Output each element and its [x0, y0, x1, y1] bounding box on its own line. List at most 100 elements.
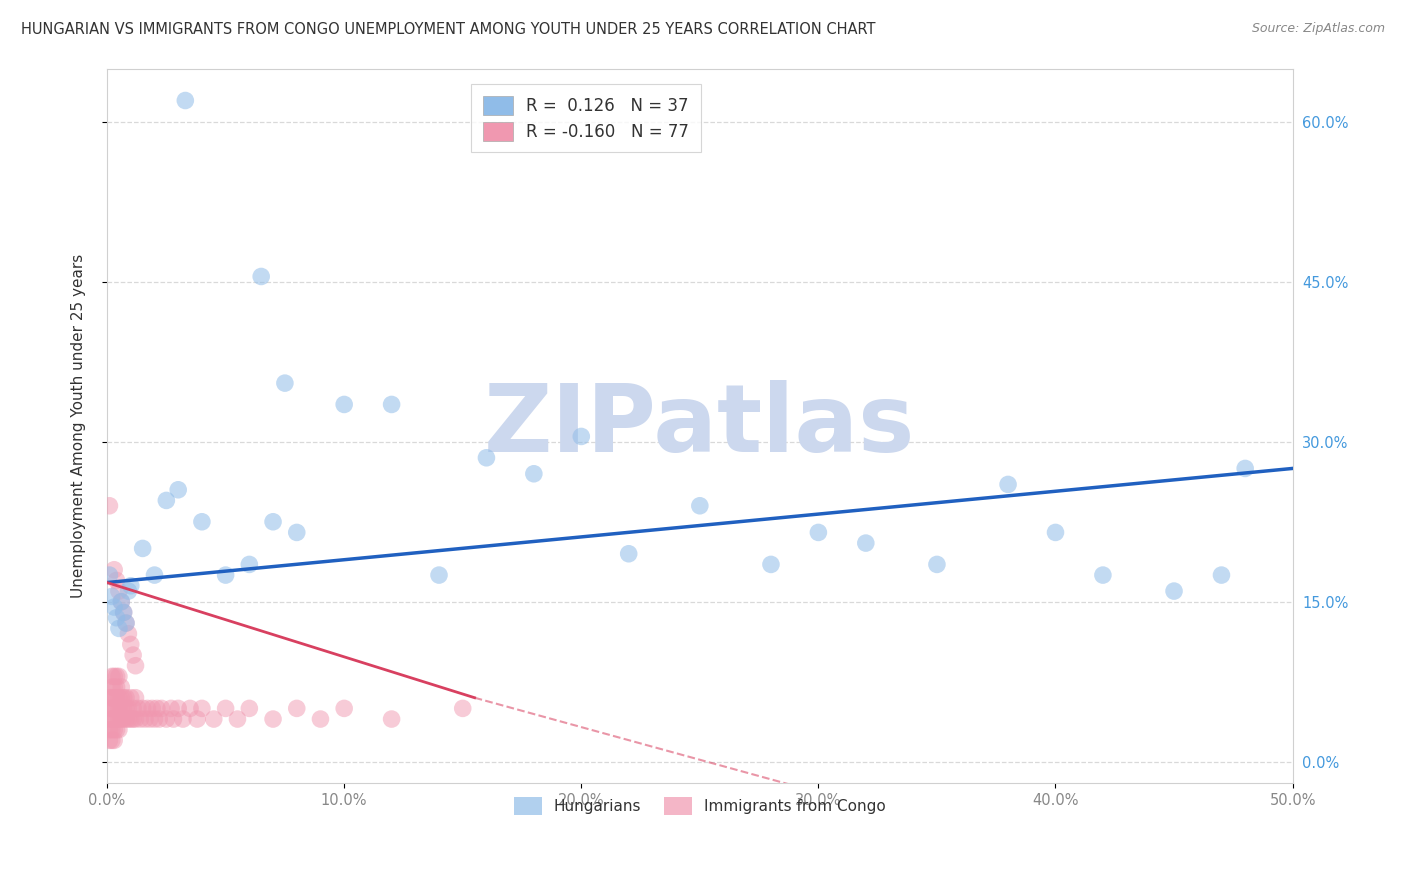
Point — [925, 558, 948, 572]
Point — [569, 429, 592, 443]
Point — [124, 658, 146, 673]
Point — [127, 701, 149, 715]
Point — [101, 723, 124, 737]
Point — [129, 712, 152, 726]
Point — [139, 712, 162, 726]
Point — [101, 701, 124, 715]
Point — [162, 712, 184, 726]
Point — [108, 690, 131, 705]
Point — [105, 701, 128, 715]
Point — [98, 690, 121, 705]
Point — [148, 712, 170, 726]
Point — [110, 595, 132, 609]
Point — [124, 690, 146, 705]
Point — [1211, 568, 1233, 582]
Point — [214, 701, 236, 715]
Point — [141, 701, 163, 715]
Point — [451, 701, 474, 715]
Point — [112, 690, 135, 705]
Point — [226, 712, 249, 726]
Point — [122, 701, 145, 715]
Point — [105, 669, 128, 683]
Point — [160, 701, 183, 715]
Point — [103, 733, 125, 747]
Point — [103, 669, 125, 683]
Point — [115, 701, 138, 715]
Point — [238, 701, 260, 715]
Point — [1163, 584, 1185, 599]
Point — [855, 536, 877, 550]
Point — [98, 499, 121, 513]
Point — [174, 94, 197, 108]
Point — [112, 701, 135, 715]
Point — [191, 701, 214, 715]
Point — [134, 712, 156, 726]
Point — [105, 574, 128, 588]
Point — [179, 701, 201, 715]
Text: HUNGARIAN VS IMMIGRANTS FROM CONGO UNEMPLOYMENT AMONG YOUTH UNDER 25 YEARS CORRE: HUNGARIAN VS IMMIGRANTS FROM CONGO UNEMP… — [21, 22, 876, 37]
Point — [103, 723, 125, 737]
Point — [115, 616, 138, 631]
Point — [105, 712, 128, 726]
Point — [155, 712, 177, 726]
Point — [115, 690, 138, 705]
Point — [101, 690, 124, 705]
Point — [103, 680, 125, 694]
Point — [103, 600, 125, 615]
Point — [117, 712, 139, 726]
Point — [101, 733, 124, 747]
Point — [98, 712, 121, 726]
Point — [381, 712, 404, 726]
Legend: Hungarians, Immigrants from Congo: Hungarians, Immigrants from Congo — [503, 787, 897, 825]
Point — [101, 680, 124, 694]
Point — [108, 712, 131, 726]
Point — [274, 376, 297, 391]
Point — [98, 733, 121, 747]
Point — [191, 515, 214, 529]
Point — [120, 712, 142, 726]
Point — [427, 568, 450, 582]
Point — [523, 467, 546, 481]
Point — [155, 493, 177, 508]
Point — [101, 712, 124, 726]
Point — [150, 701, 173, 715]
Point — [101, 590, 124, 604]
Point — [1091, 568, 1114, 582]
Point — [131, 701, 153, 715]
Point — [110, 595, 132, 609]
Point — [124, 712, 146, 726]
Point — [136, 701, 159, 715]
Point — [131, 541, 153, 556]
Point — [105, 690, 128, 705]
Point — [110, 680, 132, 694]
Point — [110, 712, 132, 726]
Y-axis label: Unemployment Among Youth under 25 years: Unemployment Among Youth under 25 years — [72, 253, 86, 598]
Point — [122, 648, 145, 662]
Point — [143, 568, 166, 582]
Point — [997, 477, 1019, 491]
Point — [105, 723, 128, 737]
Point — [172, 712, 194, 726]
Point — [103, 701, 125, 715]
Point — [117, 626, 139, 640]
Point — [112, 606, 135, 620]
Point — [202, 712, 225, 726]
Point — [115, 616, 138, 631]
Point — [186, 712, 208, 726]
Point — [1045, 525, 1067, 540]
Point — [108, 621, 131, 635]
Point — [108, 723, 131, 737]
Point — [98, 701, 121, 715]
Point — [110, 701, 132, 715]
Point — [108, 701, 131, 715]
Point — [689, 499, 711, 513]
Point — [105, 611, 128, 625]
Point — [122, 712, 145, 726]
Point — [381, 397, 404, 411]
Point — [807, 525, 830, 540]
Point — [309, 712, 332, 726]
Point — [117, 701, 139, 715]
Point — [120, 637, 142, 651]
Text: Source: ZipAtlas.com: Source: ZipAtlas.com — [1251, 22, 1385, 36]
Point — [475, 450, 498, 465]
